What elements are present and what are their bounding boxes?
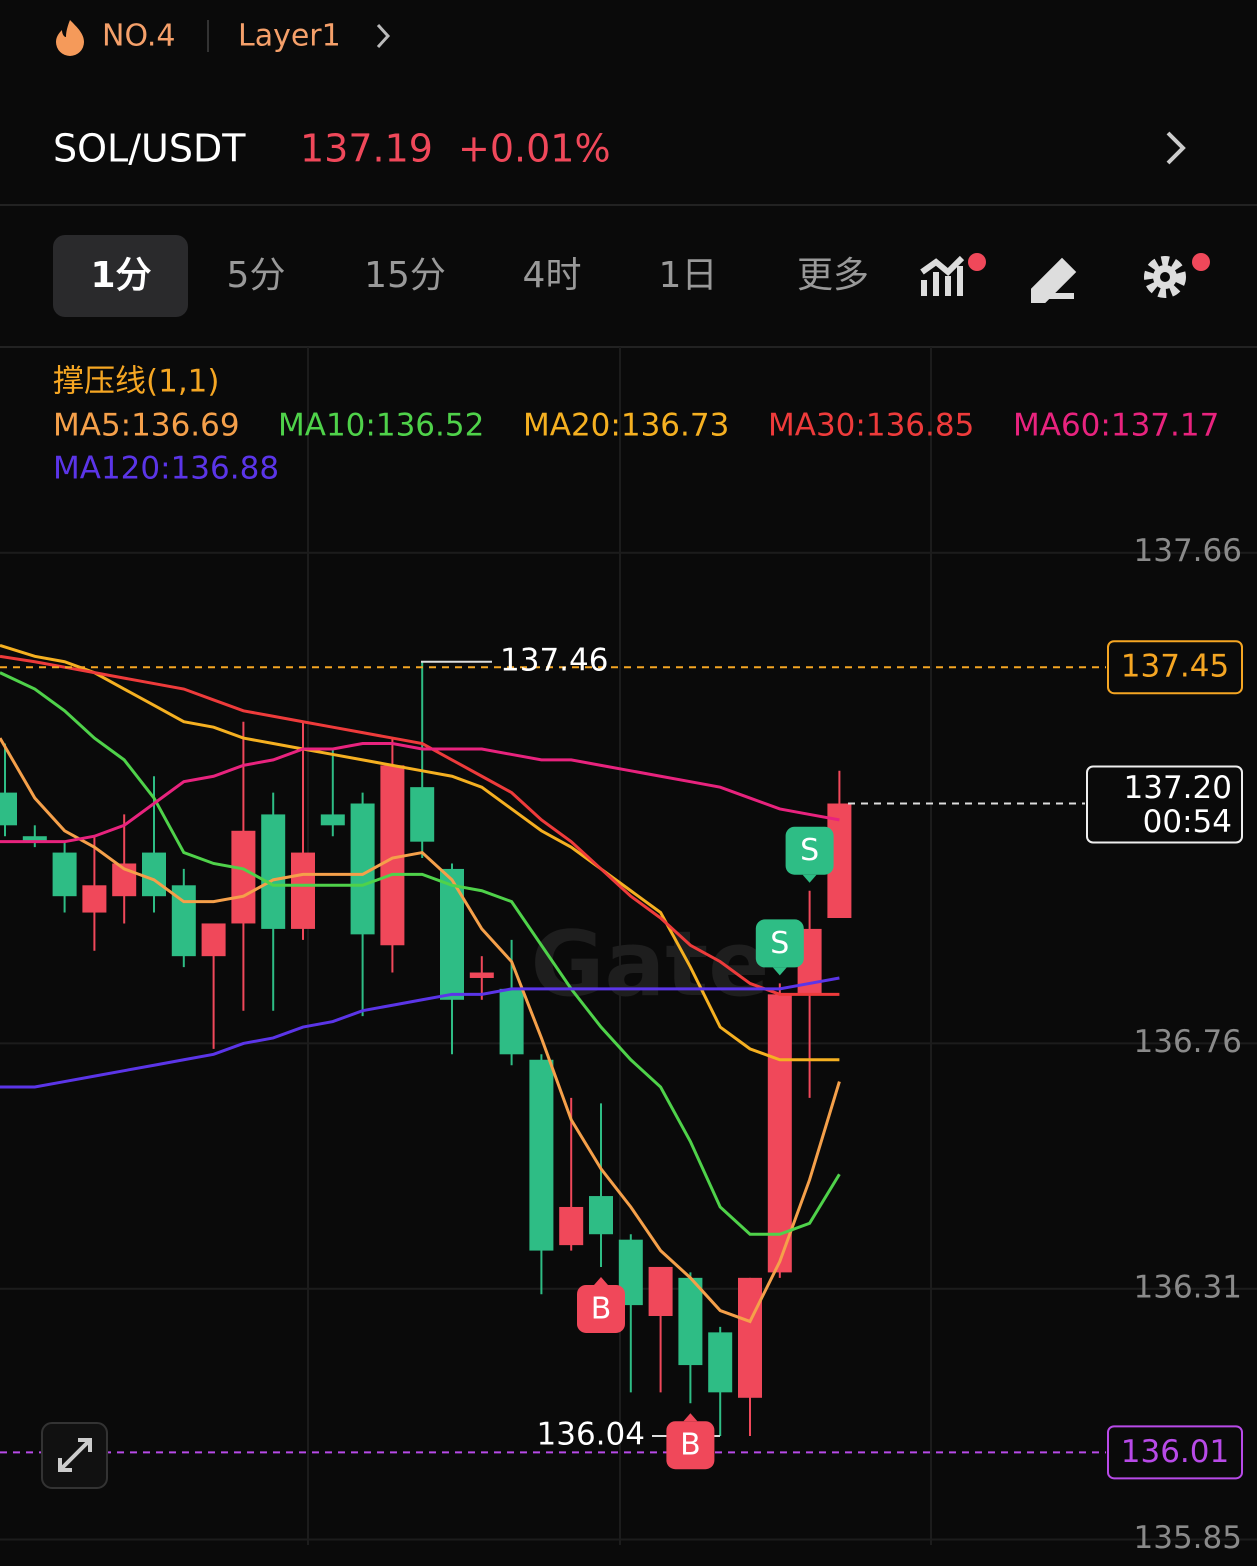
candle-body [52, 852, 77, 897]
indicator-icon[interactable] [920, 255, 965, 296]
trade-marker-label: S [800, 833, 819, 868]
ma-line [0, 643, 840, 1062]
candle-body [410, 787, 435, 842]
trade-marker-label: S [770, 926, 789, 961]
fire-icon [56, 20, 84, 56]
expand-icon [58, 1438, 92, 1472]
ma-line [0, 976, 840, 1089]
trade-marker-tip [802, 874, 817, 883]
candle-body [708, 1332, 733, 1393]
candle-body [0, 792, 17, 826]
sector[interactable]: Layer1 [238, 19, 341, 54]
timeframe-tab[interactable]: 更多 [797, 255, 869, 296]
trade-marker [666, 1421, 715, 1470]
timeframe-tab[interactable]: 5分 [227, 255, 286, 296]
timeframe-tab[interactable]: 15分 [364, 255, 446, 296]
current-price-box [1086, 765, 1243, 844]
rank[interactable]: NO.4 [102, 19, 175, 54]
candle-body [440, 868, 464, 1000]
candle-body [201, 923, 226, 957]
chevron[interactable] [376, 23, 391, 49]
badge [1192, 253, 1210, 271]
y-tick-label: 136.76 [1134, 1024, 1242, 1060]
trade-marker-tip [772, 967, 787, 976]
tab-selected-bg [53, 235, 188, 317]
candle-body [22, 836, 47, 842]
legend-entry: MA120:136.88 [53, 451, 279, 487]
candle-body [469, 972, 494, 978]
ma-line [0, 671, 841, 1236]
legend-entry: MA30:136.85 [768, 408, 974, 444]
trade-marker-tip [683, 1413, 698, 1422]
price-line-box [1107, 1425, 1243, 1480]
pair: SOL/USDT [53, 127, 246, 171]
trade-marker [755, 919, 804, 968]
candle-body [767, 994, 792, 1273]
candle-body [529, 1059, 554, 1251]
candle-body [261, 814, 286, 929]
trade-marker [785, 826, 834, 875]
candle-body [499, 988, 524, 1055]
candle-body [320, 814, 345, 826]
y-tick-label: 137.66 [1134, 533, 1242, 569]
candle-body [82, 885, 107, 913]
settings-icon-hole [1160, 272, 1170, 282]
watermark: Gate [531, 912, 770, 1017]
ma-line [0, 737, 841, 1324]
trade-marker-tip [594, 1276, 608, 1285]
high-label: 137.46 [500, 642, 608, 678]
candle-body [738, 1277, 762, 1398]
price-line-box [1107, 640, 1243, 695]
candle-body [589, 1196, 613, 1235]
candle-body [559, 1206, 584, 1246]
indicator-label: 撑压线(1,1) [53, 364, 220, 400]
candle-body [678, 1277, 703, 1366]
price-line-label: 136.01 [1121, 1434, 1229, 1470]
draw-icon[interactable] [1031, 257, 1077, 303]
y-tick-label: 135.85 [1134, 1520, 1242, 1556]
trade-marker [577, 1284, 625, 1333]
ma-line [0, 742, 840, 844]
legend-entry: MA10:136.52 [278, 408, 484, 444]
plot [0, 551, 1257, 1541]
change: +0.01% [458, 127, 611, 171]
countdown: 00:54 [1143, 804, 1232, 840]
timeframe-tab[interactable]: 4时 [523, 255, 582, 296]
candle-body [291, 852, 315, 929]
price: 137.19 [300, 127, 433, 171]
legend-entry: MA20:136.73 [523, 408, 729, 444]
ma-line [0, 654, 840, 996]
trade-marker-label: B [591, 1291, 612, 1326]
badge [968, 253, 986, 271]
price-line-label: 137.45 [1121, 649, 1229, 685]
vertical-grid [307, 347, 932, 1545]
settings-icon[interactable] [1144, 256, 1186, 298]
trade-marker-label: B [680, 1428, 701, 1463]
toolbar-icons [920, 253, 1210, 303]
candle-body [231, 830, 256, 924]
legend-entry: MA5:136.69 [53, 408, 240, 444]
low-label: 136.04 [537, 1416, 645, 1452]
timeframe-tab[interactable]: 1分 [90, 255, 151, 296]
candle-body [142, 852, 166, 897]
chevron[interactable] [1166, 131, 1186, 165]
y-tick-label: 136.31 [1134, 1269, 1242, 1305]
timeframe-tab[interactable]: 1日 [659, 255, 718, 296]
legend-entry: MA60:137.17 [1013, 408, 1219, 444]
candle-body [648, 1266, 673, 1317]
current-price-label: 137.20 [1124, 770, 1232, 806]
